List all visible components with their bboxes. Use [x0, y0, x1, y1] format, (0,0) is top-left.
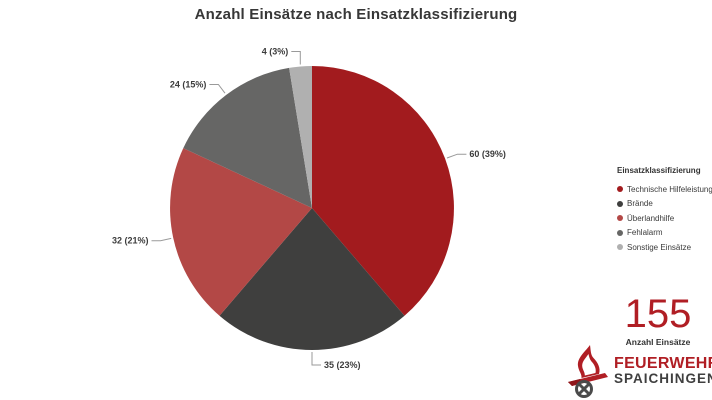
label-leader-berlandhilfe	[151, 237, 172, 242]
legend-item-sonstige-eins-tze[interactable]: Sonstige Einsätze	[617, 240, 712, 255]
slice-label-berlandhilfe: 32 (21%)	[112, 236, 149, 246]
kpi-label: Anzahl Einsätze	[625, 337, 691, 347]
legend-item-berlandhilfe[interactable]: Überlandhilfe	[617, 211, 712, 226]
legend-dot-icon	[617, 200, 623, 207]
label-leader-fehlalarm	[209, 84, 226, 94]
legend-item-label: Brände	[627, 199, 653, 209]
legend-item-label: Fehlalarm	[627, 228, 663, 238]
legend-item-label: Sonstige Einsätze	[627, 242, 692, 252]
legend-item-technische-hilfeleistung[interactable]: Technische Hilfeleistung	[617, 182, 712, 197]
pie-slice-berlandhilfe[interactable]	[170, 148, 312, 316]
label-leader-sonstige-eins-tze	[291, 51, 301, 65]
legend: Einsatzklassifizierung Technische Hilfel…	[617, 166, 712, 255]
slice-label-fehlalarm: 24 (15%)	[170, 80, 207, 90]
legend-dot-icon	[617, 244, 623, 251]
legend-item-label: Technische Hilfeleistung	[627, 184, 712, 194]
slice-label-br-nde: 35 (23%)	[324, 360, 361, 370]
pie-slice-sonstige-eins-tze[interactable]	[289, 66, 312, 208]
flame-wheel-icon	[568, 345, 608, 398]
slice-label-technische-hilfeleistung: 60 (39%)	[469, 149, 506, 159]
label-leader-technische-hilfeleistung	[446, 153, 467, 159]
legend-title: Einsatzklassifizierung	[617, 166, 701, 175]
pie-slice-br-nde[interactable]	[219, 208, 405, 350]
logo-line1: FEUERWEHR	[614, 354, 712, 372]
pie-slice-fehlalarm[interactable]	[183, 67, 312, 209]
legend-dot-icon	[617, 215, 623, 222]
chart-title: Anzahl Einsätze nach Einsatzklassifizier…	[194, 6, 518, 23]
legend-dot-icon	[617, 186, 623, 193]
slice-label-sonstige-eins-tze: 4 (3%)	[262, 47, 289, 57]
pie-slice-technische-hilfeleistung[interactable]	[312, 66, 454, 316]
fire-department-logo: FEUERWEHR SPAICHINGEN	[566, 344, 712, 398]
logo-line2: SPAICHINGEN	[614, 371, 712, 387]
kpi-panel: 155 Anzahl Einsätze	[608, 294, 708, 347]
legend-item-fehlalarm[interactable]: Fehlalarm	[617, 226, 712, 241]
legend-dot-icon	[617, 229, 623, 236]
label-leader-br-nde	[311, 352, 321, 366]
kpi-value: 155	[624, 292, 692, 336]
legend-item-br-nde[interactable]: Brände	[617, 197, 712, 212]
legend-item-label: Überlandhilfe	[627, 213, 675, 223]
